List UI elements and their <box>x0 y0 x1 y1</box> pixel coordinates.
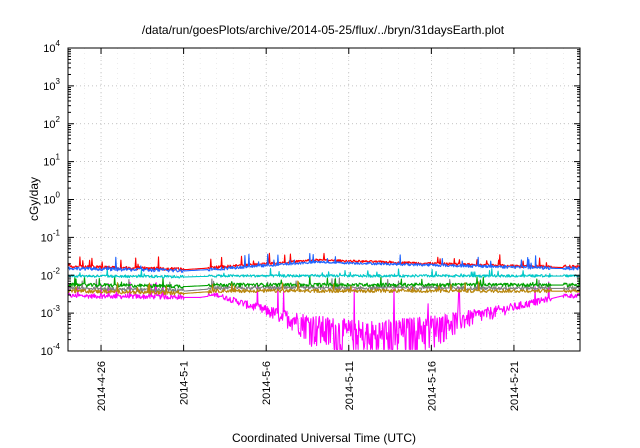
y-tick-label: 101 <box>43 153 60 169</box>
y-tick-label: 10-1 <box>41 228 61 244</box>
y-tick-label: 10-3 <box>41 304 61 320</box>
x-tick-label: 2014-5-6 <box>261 361 273 405</box>
x-axis-label: Coordinated Universal Time (UTC) <box>232 431 416 445</box>
series-line <box>67 280 581 296</box>
y-tick-label: 104 <box>43 39 60 55</box>
x-tick-label: 2014-5-1 <box>179 361 191 405</box>
y-tick-label: 102 <box>43 115 60 131</box>
series-line <box>67 267 581 279</box>
series-line <box>67 252 581 272</box>
x-tick-label: 2014-4-26 <box>96 361 108 411</box>
y-axis: 10-4 10-3 10-2 10-1 100 101 102 103 104 <box>41 39 580 358</box>
y-tick-label: 100 <box>43 191 60 207</box>
x-axis: 2014-4-26 2014-5-1 2014-5-6 2014-5-11 2014-5… <box>96 48 521 411</box>
grid-lines <box>68 48 580 351</box>
x-tick-label: 2014-5-21 <box>509 361 521 411</box>
chart-title: /data/run/goesPlots/archive/2014-05-25/f… <box>142 23 505 37</box>
y-tick-label: 10-2 <box>41 266 61 282</box>
y-tick-label: 10-4 <box>41 342 61 358</box>
x-tick-label: 2014-5-11 <box>344 361 356 410</box>
y-axis-label: cGy/day <box>27 177 41 221</box>
y-tick-label: 103 <box>43 77 60 93</box>
series-line <box>67 274 581 289</box>
x-tick-label: 2014-5-16 <box>426 361 438 411</box>
series-line <box>67 252 581 273</box>
series-layer <box>67 252 581 350</box>
series-line <box>67 277 581 294</box>
series-line <box>67 281 581 350</box>
